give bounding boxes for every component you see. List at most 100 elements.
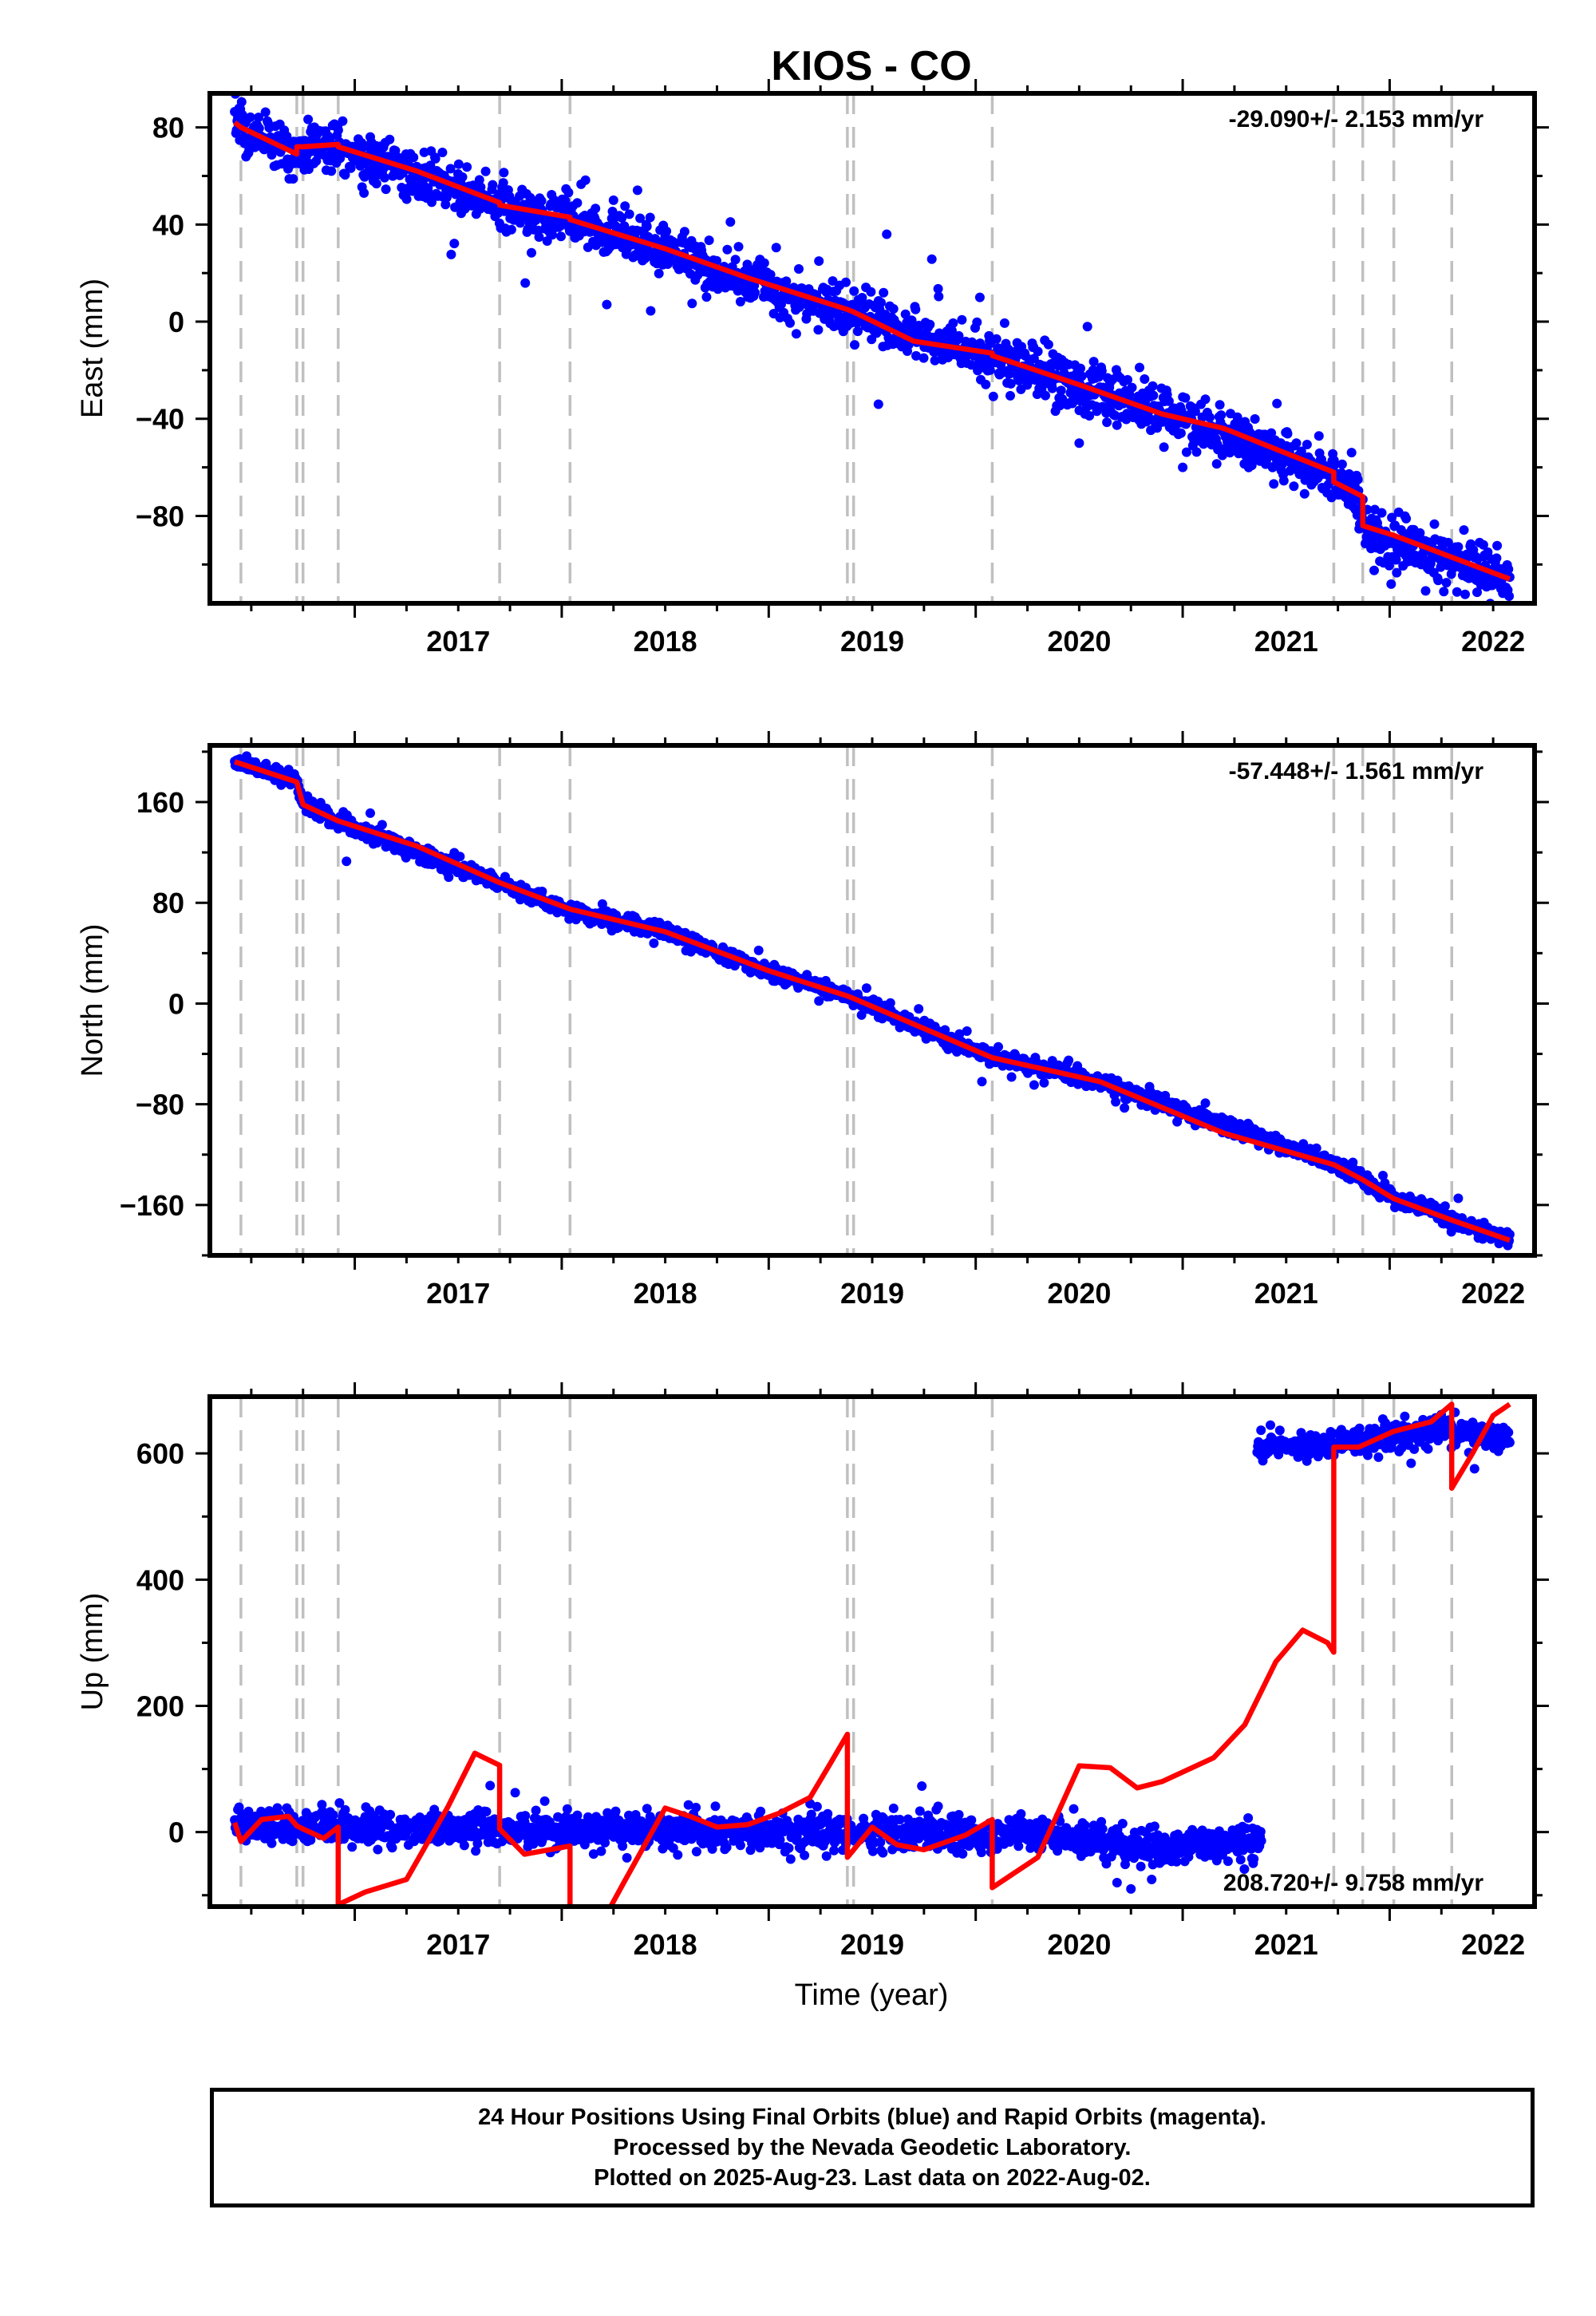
data-point xyxy=(537,887,547,896)
data-point xyxy=(387,1843,397,1853)
data-point xyxy=(635,213,646,223)
chart-title: KIOS - CO xyxy=(771,43,971,89)
x-tick-label: 2018 xyxy=(634,625,697,658)
data-point xyxy=(1215,400,1225,410)
data-point xyxy=(925,319,935,330)
data-point xyxy=(472,1839,483,1848)
y-tick-label: 40 xyxy=(152,208,184,241)
data-point xyxy=(1346,448,1357,458)
data-point xyxy=(539,1796,550,1806)
data-point xyxy=(1029,1080,1039,1090)
data-point xyxy=(445,164,456,174)
data-point xyxy=(1272,398,1282,409)
data-point xyxy=(888,304,899,314)
data-point xyxy=(267,1838,277,1848)
data-point xyxy=(547,230,557,240)
data-point xyxy=(1127,382,1137,393)
north-y-axis-label: North (mm) xyxy=(76,923,109,1077)
data-point xyxy=(1503,564,1514,575)
data-point xyxy=(962,1026,972,1036)
data-point xyxy=(531,1805,541,1816)
data-point xyxy=(1005,378,1016,389)
data-point xyxy=(591,204,601,214)
data-point xyxy=(610,1806,621,1816)
y-tick-label: 0 xyxy=(168,987,184,1020)
data-point xyxy=(1472,587,1482,598)
data-point xyxy=(474,175,484,185)
data-point xyxy=(1200,394,1211,405)
data-point xyxy=(712,255,721,266)
data-point xyxy=(620,201,630,211)
data-point xyxy=(781,276,792,287)
data-point xyxy=(1175,428,1186,438)
data-point xyxy=(642,221,652,231)
x-tick-label: 2020 xyxy=(1047,625,1111,658)
data-point xyxy=(377,820,387,830)
data-point xyxy=(425,160,436,171)
data-point xyxy=(679,227,689,237)
data-point xyxy=(1392,567,1402,578)
data-point xyxy=(328,1810,338,1820)
data-point xyxy=(1163,396,1174,406)
data-point xyxy=(359,188,369,198)
data-point xyxy=(562,1804,572,1814)
east-data-points xyxy=(230,93,1515,603)
data-point xyxy=(381,184,391,195)
data-point xyxy=(1039,1077,1049,1088)
data-point xyxy=(1178,462,1188,472)
x-tick-label: 2019 xyxy=(840,625,904,658)
data-point xyxy=(828,276,838,287)
data-point xyxy=(852,326,863,337)
data-point xyxy=(236,97,247,107)
data-point xyxy=(588,1849,598,1860)
data-point xyxy=(1441,578,1452,588)
data-point xyxy=(829,322,839,331)
data-point xyxy=(288,174,298,184)
data-point xyxy=(1064,1055,1074,1065)
data-point xyxy=(1084,411,1095,421)
data-point xyxy=(687,298,697,309)
data-point xyxy=(857,293,867,302)
data-point xyxy=(1439,587,1449,597)
data-point xyxy=(1181,447,1191,457)
data-point xyxy=(1033,346,1043,357)
y-tick-label: −40 xyxy=(136,403,184,436)
data-point xyxy=(488,180,498,190)
data-point xyxy=(602,1808,613,1818)
data-point xyxy=(1504,591,1515,601)
y-tick-label: 80 xyxy=(152,112,184,144)
data-point xyxy=(498,178,508,188)
data-point xyxy=(409,152,419,163)
data-point xyxy=(957,314,967,325)
data-point xyxy=(334,1798,345,1808)
data-point xyxy=(1266,428,1277,438)
data-point xyxy=(1314,431,1324,441)
data-point xyxy=(642,1804,652,1814)
data-point xyxy=(1443,537,1453,547)
data-point xyxy=(303,114,314,124)
data-point xyxy=(622,1852,632,1863)
data-point xyxy=(1269,479,1279,489)
data-point xyxy=(1282,429,1293,439)
data-point xyxy=(1180,393,1191,403)
data-point xyxy=(572,1810,583,1820)
data-point xyxy=(264,1806,275,1816)
data-point xyxy=(926,254,937,264)
data-point xyxy=(1299,488,1310,499)
data-point xyxy=(879,287,889,298)
data-point xyxy=(453,159,464,169)
data-point xyxy=(1386,579,1396,589)
data-point xyxy=(340,170,350,180)
data-point xyxy=(556,231,566,242)
data-point xyxy=(701,292,712,302)
data-point xyxy=(940,1025,950,1035)
x-tick-label: 2018 xyxy=(634,1277,697,1310)
data-point xyxy=(260,107,271,117)
data-point xyxy=(1302,440,1312,449)
data-point xyxy=(814,256,824,267)
data-point xyxy=(468,180,478,191)
data-point xyxy=(347,1842,358,1852)
data-point xyxy=(1250,414,1260,424)
data-point xyxy=(933,283,943,294)
x-tick-label: 2017 xyxy=(426,625,490,658)
